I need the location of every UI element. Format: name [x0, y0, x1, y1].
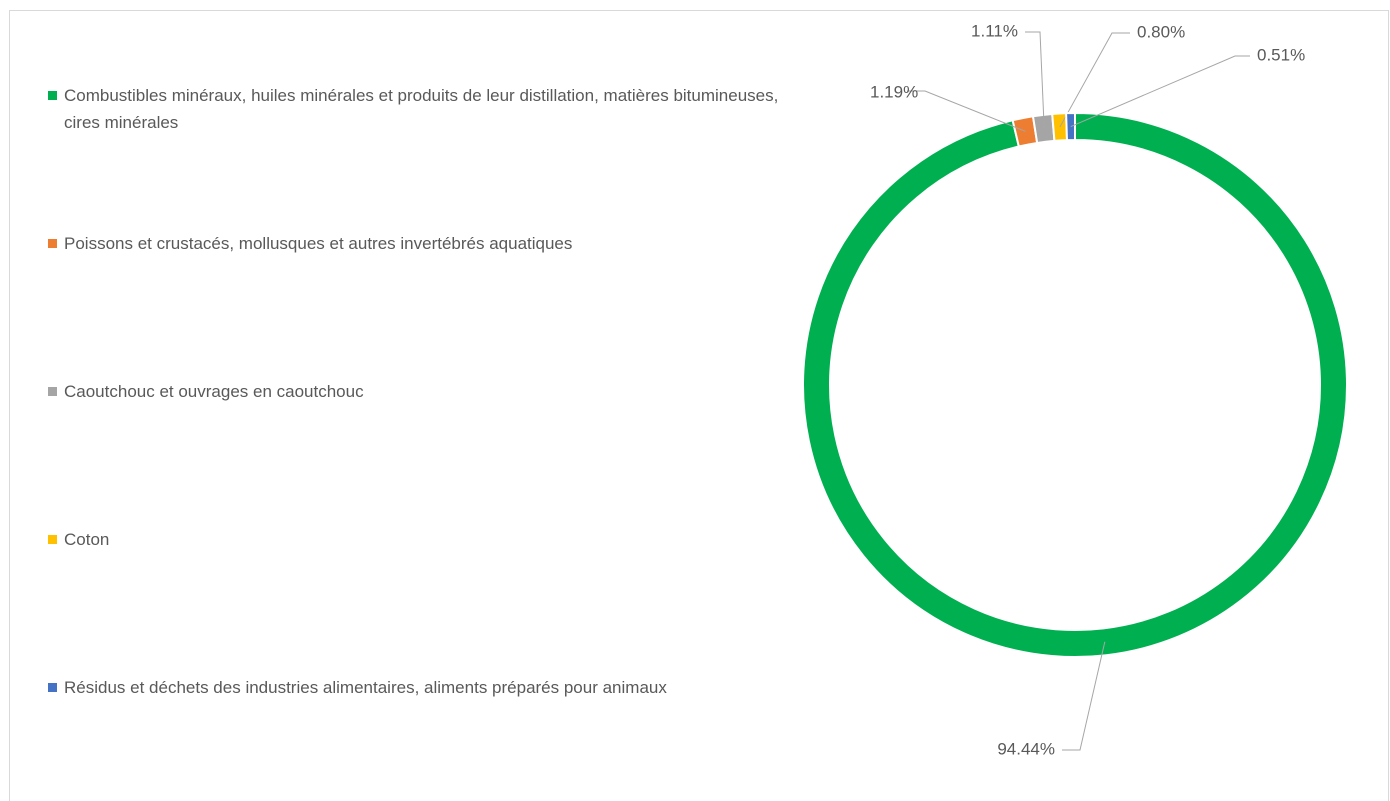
- donut-slice: [1065, 111, 1076, 142]
- chart-border: [9, 10, 1389, 801]
- data-label: 1.19%: [870, 82, 918, 101]
- legend-label: Combustibles minéraux, huiles minérales …: [64, 86, 779, 132]
- leader-line: [1025, 31, 1045, 129]
- legend-swatch: [48, 683, 57, 692]
- data-label: 0.51%: [1257, 45, 1305, 64]
- legend-item: Coton: [48, 526, 784, 553]
- leader-line: [1070, 55, 1250, 127]
- donut-slice: [802, 111, 1348, 658]
- leader-line: [907, 90, 1026, 132]
- legend-label: Caoutchouc et ouvrages en caoutchouc: [64, 382, 364, 401]
- leader-line: [1059, 32, 1130, 128]
- data-label: 1.11%: [971, 21, 1018, 40]
- legend-item: Combustibles minéraux, huiles minérales …: [48, 82, 784, 136]
- legend-swatch: [48, 535, 57, 544]
- data-label: 0.80%: [1137, 22, 1185, 41]
- legend-swatch: [48, 387, 57, 396]
- legend-item: Résidus et déchets des industries alimen…: [48, 674, 784, 701]
- legend-swatch: [48, 239, 57, 248]
- legend-item: Poissons et crustacés, mollusques et aut…: [48, 230, 784, 257]
- legend-label: Coton: [64, 530, 110, 549]
- data-label: 94.44%: [997, 739, 1055, 758]
- legend-label: Résidus et déchets des industries alimen…: [64, 678, 667, 697]
- legend-item: Caoutchouc et ouvrages en caoutchouc: [48, 378, 784, 405]
- leader-line: [1062, 641, 1106, 751]
- legend-swatch: [48, 91, 57, 100]
- legend-label: Poissons et crustacés, mollusques et aut…: [64, 234, 573, 253]
